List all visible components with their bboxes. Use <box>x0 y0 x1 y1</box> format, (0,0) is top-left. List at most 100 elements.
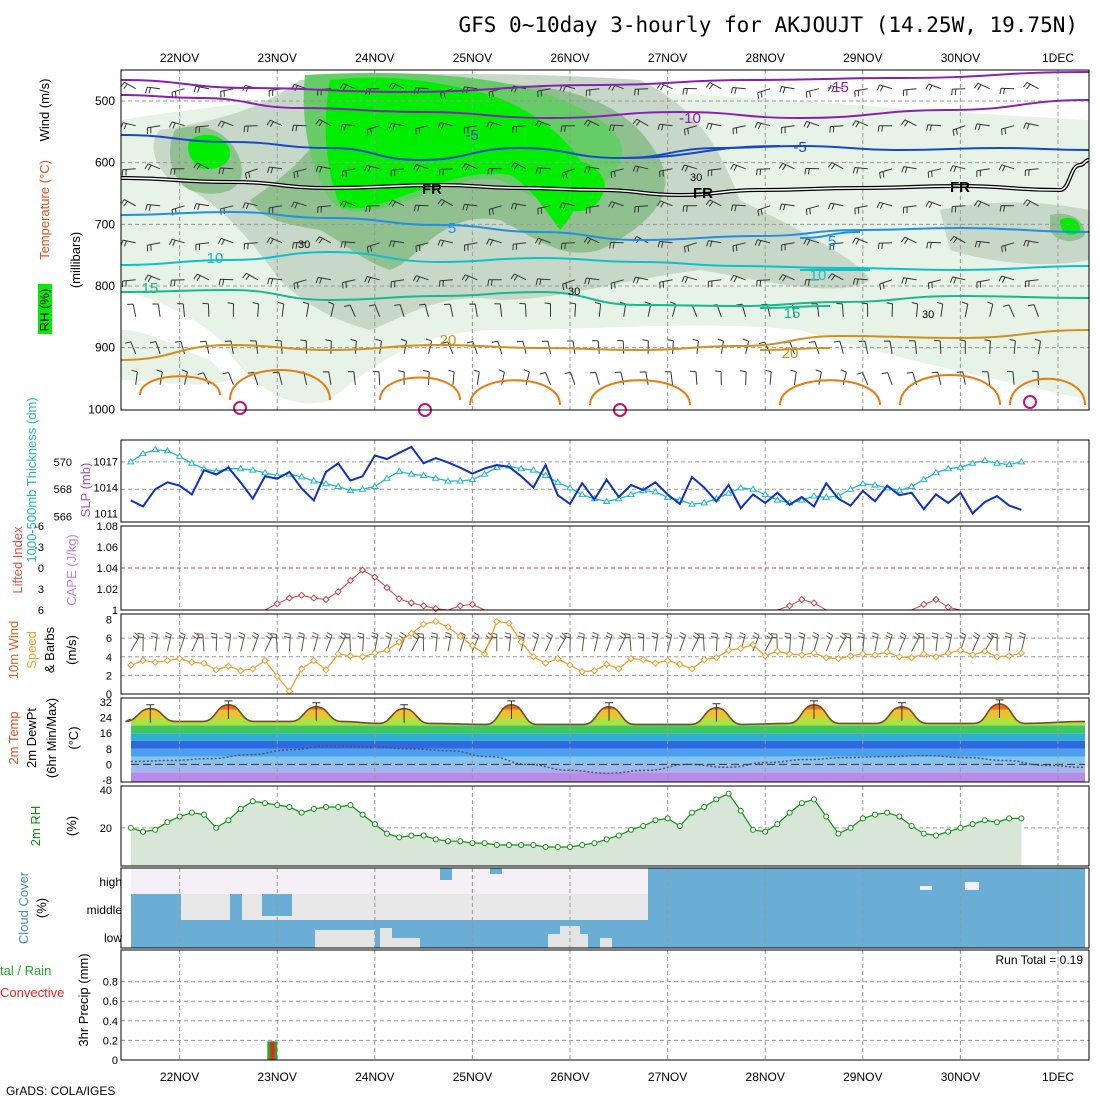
lifted-index-line <box>130 569 1022 611</box>
rh2m-point <box>1018 815 1025 822</box>
wind-speed-point <box>773 647 782 655</box>
wind-speed-point <box>127 661 135 669</box>
wind-speed-point <box>639 655 647 664</box>
thickness-point <box>419 471 428 479</box>
thickness-point <box>126 457 135 465</box>
wind-barb <box>659 168 673 178</box>
wind-barb <box>608 201 624 209</box>
wind-barb <box>803 120 820 129</box>
lifted-index-point <box>383 583 391 592</box>
isotherm-line <box>120 71 1090 94</box>
wind-barb <box>266 237 283 245</box>
wind-barb <box>342 168 356 178</box>
wind-barb <box>927 168 942 178</box>
wind-barb <box>390 279 405 288</box>
wind-barb <box>609 124 624 132</box>
temperature-tick-label: 32 <box>100 697 112 709</box>
wind-barb <box>999 205 1015 212</box>
ylabel-millibars: (millibars) <box>68 232 83 288</box>
surface-wind-barb <box>991 632 998 652</box>
temperature-band <box>131 764 1085 773</box>
rh2m-point <box>323 803 329 810</box>
thickness-point <box>431 474 440 481</box>
wind-barb <box>227 302 234 317</box>
wind-barb <box>534 120 551 128</box>
wind-barb <box>881 372 893 385</box>
wind-barb <box>976 168 990 177</box>
isotherm-line <box>120 134 1090 162</box>
top-date-label: 30NOV <box>941 51 980 65</box>
wind-barb <box>388 240 405 248</box>
wind-speed-point <box>712 654 721 662</box>
wind-barb <box>559 202 576 210</box>
slp-line <box>130 445 1022 515</box>
surface-wind-barb <box>871 632 879 652</box>
wind-barb <box>222 372 234 385</box>
wind-barb <box>632 276 649 284</box>
wind-barb <box>584 166 600 174</box>
temperature-max-marker <box>224 700 233 719</box>
cape-tick-label: 1.06 <box>97 542 118 554</box>
wind-barb <box>328 301 335 317</box>
thickness-point <box>517 464 526 472</box>
thickness-point <box>919 475 928 483</box>
wind-speed-point <box>346 652 355 660</box>
wind-barb <box>585 205 600 214</box>
wind-barb <box>291 124 307 132</box>
wind-barb <box>146 242 161 252</box>
wind-barb <box>852 278 868 285</box>
wind-barb <box>949 165 966 173</box>
wind-barb <box>707 279 722 288</box>
wind-barb <box>900 236 917 244</box>
rh2m-point <box>347 802 354 809</box>
wind-speed-point <box>224 662 233 670</box>
wind-barb <box>876 201 893 209</box>
wind-barb <box>388 82 405 90</box>
isotherm-label: 10 <box>810 267 827 284</box>
credit-text: GrADS: COLA/IGES <box>6 1084 115 1098</box>
rh2m-point <box>213 824 220 831</box>
wind-barb <box>815 369 822 385</box>
bottom-date-label: 1DEC <box>1042 1070 1074 1084</box>
thickness-point <box>322 479 330 487</box>
ylabel-convective: Convective <box>0 985 64 1000</box>
wind-barb <box>400 338 408 354</box>
surface-wind-barb <box>557 632 567 652</box>
wind-barb <box>1006 370 1015 385</box>
wind-speed-point <box>517 638 525 646</box>
precip-tick-label: 0.4 <box>103 1016 118 1028</box>
ylabel-thickness: 1000-500mb Thickness (dm) <box>24 397 39 562</box>
wind-speed-point <box>761 652 769 660</box>
thickness-point <box>297 472 306 480</box>
rh2m-point <box>737 807 744 814</box>
wind-speed-point <box>1005 652 1013 660</box>
surface-wind-barb <box>504 632 512 652</box>
surface-wind-barb <box>784 632 792 652</box>
surface-wind-barb <box>564 632 571 652</box>
ylabel-2m-dewpt: 2m DewPt <box>24 708 39 768</box>
temperature-band <box>131 748 1085 757</box>
top-date-label: 23NOV <box>258 51 297 65</box>
surface-wind-barb <box>798 632 806 652</box>
thickness-point <box>895 486 904 494</box>
thickness-point <box>383 474 391 481</box>
top-date-label: 24NOV <box>355 51 394 65</box>
thickness-tick-label: 566 <box>54 512 72 524</box>
wind-barb <box>632 118 649 127</box>
surface-wind-barb <box>917 632 925 652</box>
wind-barb <box>732 242 746 252</box>
surface-wind-barb <box>618 632 627 652</box>
wind-barb <box>364 276 380 284</box>
wind-barb <box>1028 304 1039 317</box>
isotherm-label: -15 <box>827 79 849 96</box>
slp-tick-label: 1011 <box>94 508 118 520</box>
wind-barb <box>441 341 454 354</box>
rh-legend-swatch <box>38 284 52 334</box>
wind-speed-point <box>822 654 830 662</box>
thickness-point <box>858 479 867 487</box>
dewpoint-line <box>130 745 1086 774</box>
isotherm-label: -5 <box>793 139 806 156</box>
surface-wind-barb <box>337 632 347 652</box>
freezing-level-label: FR <box>693 185 713 202</box>
wind-barb <box>756 168 771 176</box>
